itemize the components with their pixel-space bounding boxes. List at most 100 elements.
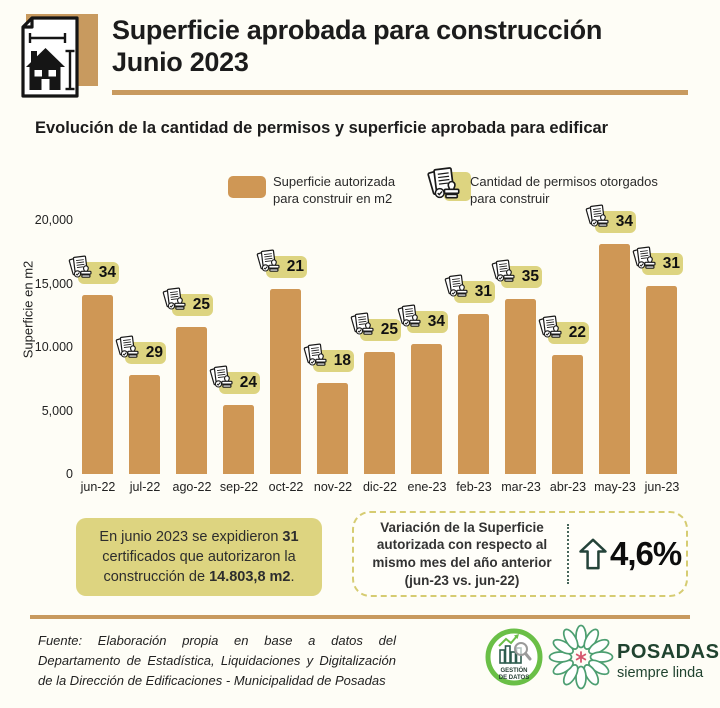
- bar-jun-22: [82, 295, 113, 474]
- title-underline: [112, 90, 688, 95]
- permit-count: 34: [98, 264, 116, 281]
- bar-abr-23: [552, 355, 583, 474]
- gestion-de-datos-logo: GESTIÓN DE DATOS: [485, 628, 543, 686]
- permit-stamp-icon: [490, 258, 517, 285]
- permit-count: 29: [145, 344, 163, 361]
- permit-count-badge: 24: [219, 372, 260, 394]
- x-axis-label: jun-22: [80, 480, 116, 494]
- summary-surface-value: 14.803,8 m2: [209, 569, 291, 585]
- x-axis-label: ene-23: [407, 480, 447, 494]
- permit-count-badge: 21: [266, 256, 307, 278]
- source-note: Fuente: Elaboración propia en base a dat…: [38, 633, 396, 689]
- permit-stamp-icon: [67, 254, 94, 281]
- y-axis-tick-label: 0: [66, 467, 73, 481]
- x-axis-label: jun-23: [644, 480, 680, 494]
- bar-mar-23: [505, 299, 536, 474]
- permit-count-badge: 34: [78, 262, 119, 284]
- posadas-logo-name: POSADAS: [617, 641, 720, 663]
- permit-count: 18: [333, 352, 351, 369]
- summary-text2: certificados que autorizaron la construc…: [102, 549, 296, 585]
- footer-divider: [30, 615, 690, 619]
- permit-count: 31: [662, 255, 680, 272]
- permit-count: 24: [239, 374, 257, 391]
- permit-count-badge: 25: [172, 294, 213, 316]
- bar-may-23: [599, 244, 630, 474]
- bar-dic-22: [364, 352, 395, 474]
- permit-count: 34: [615, 213, 633, 230]
- permit-stamp-icon: [161, 286, 188, 313]
- page-title-line1: Superficie aprobada para construcción: [112, 15, 603, 45]
- gestion-logo-text1: GESTIÓN: [500, 666, 527, 674]
- permit-count-badge: 31: [454, 281, 495, 303]
- permit-count-badge: 18: [313, 350, 354, 372]
- permit-count-badge: 22: [548, 322, 589, 344]
- x-axis-label: ago-22: [172, 480, 212, 494]
- permit-stamp-icon: [425, 165, 463, 203]
- permit-stamp-icon: [208, 364, 235, 391]
- permit-count: 25: [192, 296, 210, 313]
- permit-stamp-icon: [631, 245, 658, 272]
- x-axis-label: may-23: [594, 480, 636, 494]
- gestion-logo-text2: DE DATOS: [499, 675, 529, 681]
- permit-count-badge: 34: [407, 311, 448, 333]
- variation-callout: Variación de la Superficie autorizada co…: [352, 511, 688, 597]
- summary-text3: .: [290, 569, 295, 585]
- legend-permit-label: Cantidad de permisos otorgados para cons…: [470, 174, 658, 207]
- x-axis-label: mar-23: [501, 480, 541, 494]
- bar-ago-22: [176, 327, 207, 474]
- permit-count-badge: 34: [595, 211, 636, 233]
- bar-feb-23: [458, 314, 489, 474]
- blueprint-house-document-icon: [21, 16, 79, 98]
- chart-subtitle: Evolución de la cantidad de permisos y s…: [35, 119, 609, 137]
- x-axis-label: oct-22: [268, 480, 304, 494]
- permit-stamp-icon: [114, 334, 141, 361]
- x-axis-label: dic-22: [362, 480, 398, 494]
- y-axis-tick-label: 20,000: [34, 213, 73, 227]
- permit-count: 34: [427, 313, 445, 330]
- permit-stamp-icon: [349, 311, 376, 338]
- y-axis-tick-label: 10.000: [34, 340, 73, 354]
- permit-count: 21: [286, 258, 304, 275]
- bar-ene-23: [411, 344, 442, 474]
- legend-bar-label: Superficie autorizada para construir en …: [273, 174, 396, 207]
- bar-jul-22: [129, 375, 160, 474]
- posadas-logo-text: POSADAS siempre linda: [617, 641, 719, 681]
- x-axis-label: jul-22: [129, 480, 161, 494]
- summary-permits-count: 31: [282, 529, 299, 545]
- variation-description: Variación de la Superficie autorizada co…: [372, 519, 552, 588]
- permit-stamp-icon: [302, 342, 329, 369]
- page-title-line2: Junio 2023: [112, 46, 249, 77]
- variation-percentage: 4,6%: [610, 535, 682, 572]
- bar-nov-22: [317, 383, 348, 474]
- permit-stamp-icon: [537, 314, 564, 341]
- permit-stamp-icon: [396, 303, 423, 330]
- y-axis-ticks: 0 5,000 10.000 15,000 20,000: [0, 213, 76, 481]
- permit-stamp-icon: [584, 203, 611, 230]
- bar-oct-22: [270, 289, 301, 474]
- y-axis-tick-label: 15,000: [34, 276, 73, 291]
- up-arrow-icon: [579, 538, 607, 570]
- summary-text: En junio 2023 se expidieron: [99, 529, 283, 545]
- y-axis-tick-label: 5,000: [41, 403, 73, 418]
- variation-value: 4,6%: [578, 535, 682, 573]
- permit-count: 22: [568, 324, 586, 341]
- legend-bar-swatch: [228, 176, 266, 198]
- permit-count-badge: 29: [125, 342, 166, 364]
- x-axis-label: sep-22: [219, 480, 259, 494]
- x-axis-label: nov-22: [313, 480, 353, 494]
- permit-count-badge: 25: [360, 319, 401, 341]
- permit-count: 35: [521, 268, 539, 285]
- permit-count: 31: [474, 283, 492, 300]
- posadas-flower-logo: [548, 624, 614, 690]
- bar-sep-22: [223, 405, 254, 474]
- summary-callout: En junio 2023 se expidieron 31 certifica…: [76, 518, 322, 596]
- bar-jun-23: [646, 286, 677, 474]
- permit-count-badge: 35: [501, 266, 542, 288]
- x-axis-label: abr-23: [549, 480, 587, 494]
- permit-count-badge: 31: [642, 253, 683, 275]
- permit-stamp-icon: [255, 248, 282, 275]
- plot-area: 34 jun-22 29 jul-22 25 ago-22 24 sep-22 21 oct-22…: [82, 218, 688, 494]
- variation-divider: [567, 524, 569, 584]
- permit-count: 25: [380, 321, 398, 338]
